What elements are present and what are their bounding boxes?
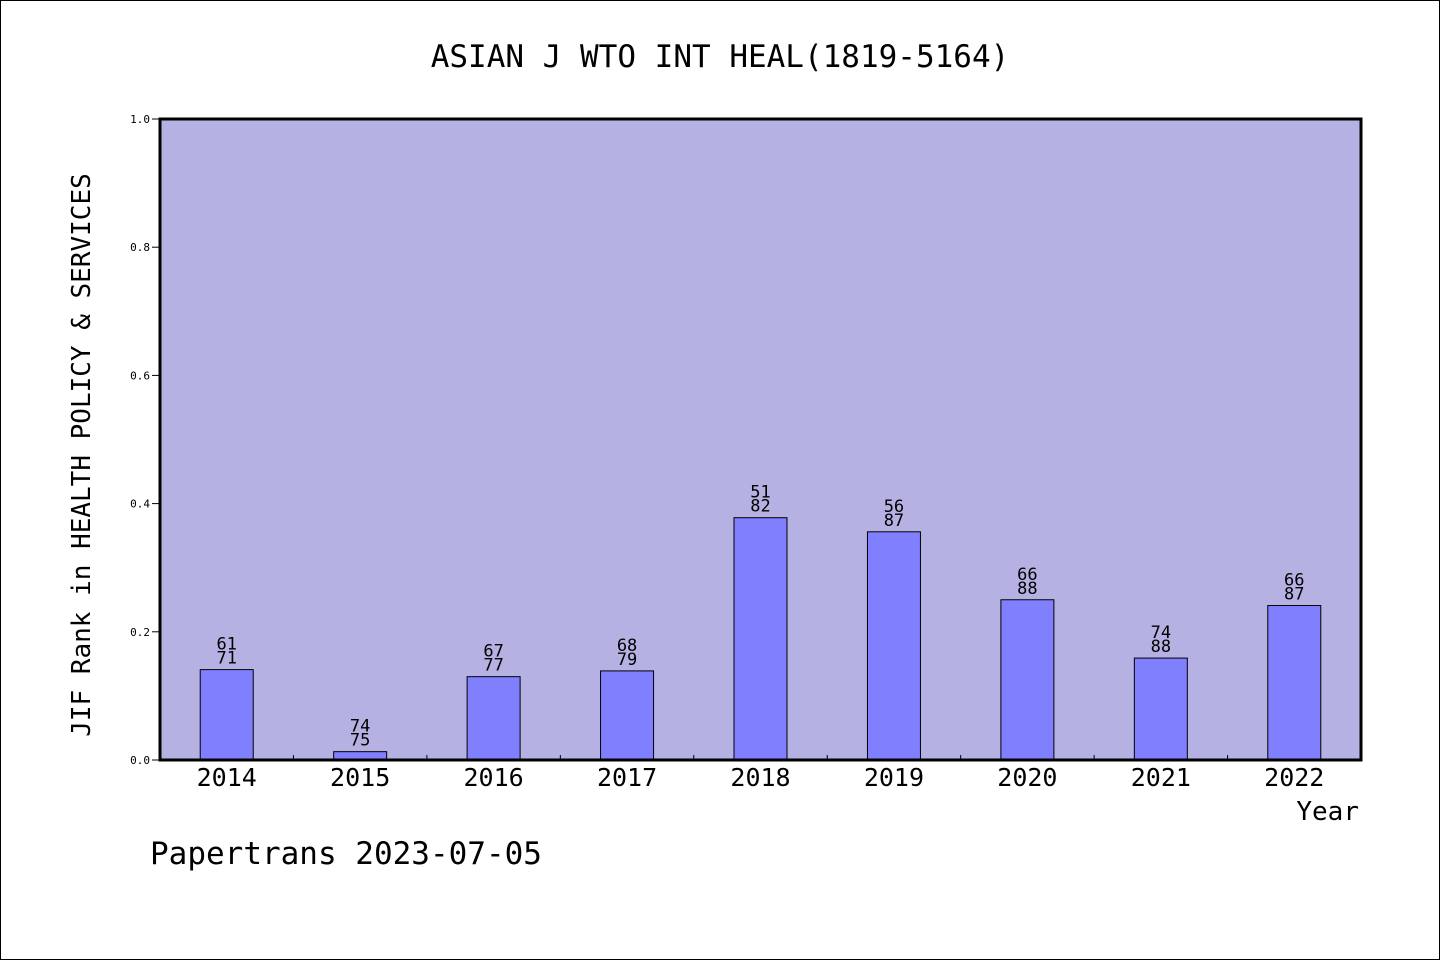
- bar-total-label: 87: [884, 511, 904, 531]
- x-tick-label: 2019: [864, 763, 924, 792]
- bar-2022: [1267, 605, 1322, 761]
- x-tick-label: 2022: [1264, 763, 1324, 792]
- bar-total-label: 71: [216, 649, 236, 669]
- bar-total-label: 75: [350, 731, 370, 751]
- bar-rank-label: 61: [216, 635, 236, 655]
- x-tick-label: 2014: [197, 763, 257, 792]
- bar-2020: [1000, 599, 1055, 761]
- x-tick-label: 2017: [597, 763, 657, 792]
- x-axis: 2014 2015 2016 2017 2018 2019 2020 2021 2022: [197, 755, 1324, 792]
- y-tick-label: 1.0: [130, 113, 150, 126]
- bar-total-label: 82: [750, 497, 770, 517]
- bar-total-label: 88: [1017, 579, 1037, 599]
- plot-border: [158, 117, 1363, 762]
- bar-rank-label: 56: [884, 497, 904, 517]
- x-tick-label: 2015: [330, 763, 390, 792]
- y-tick-label: 0.4: [130, 498, 150, 511]
- bar-rank-label: 74: [350, 717, 370, 737]
- x-tick-label: 2016: [464, 763, 524, 792]
- bar-total-label: 77: [483, 656, 503, 676]
- y-tick-label: 0.8: [130, 241, 150, 254]
- y-axis: 0.0 0.2 0.4 0.6 0.8 1.0: [130, 113, 160, 767]
- bar-2018: [733, 517, 788, 761]
- y-tick-label: 0.6: [130, 369, 150, 382]
- bar-2014: [199, 669, 254, 761]
- y-tick-label: 0.0: [130, 754, 150, 767]
- bars-group: [199, 517, 1322, 761]
- bar-2017: [600, 670, 655, 761]
- y-tick-label: 0.2: [130, 626, 150, 639]
- chart-title: ASIAN J WTO INT HEAL(1819-5164): [431, 39, 1010, 75]
- x-tick-label: 2018: [730, 763, 790, 792]
- bar-2016: [466, 676, 521, 761]
- bar-rank-label: 66: [1284, 571, 1304, 591]
- x-axis-label: Year: [1296, 797, 1359, 827]
- bar-rank-label: 68: [617, 636, 637, 656]
- bar-rank-label: 51: [750, 483, 770, 503]
- bar-total-label: 87: [1284, 585, 1304, 605]
- y-axis-label: JIF Rank in HEALTH POLICY & SERVICES: [67, 173, 97, 737]
- bar-total-label: 79: [617, 650, 637, 670]
- x-tick-label: 2020: [997, 763, 1057, 792]
- footer-credit: Papertrans 2023-07-05: [150, 836, 542, 872]
- bar-2021: [1133, 657, 1188, 761]
- bar-rank-label: 74: [1151, 623, 1171, 643]
- bar-rank-label: 66: [1017, 565, 1037, 585]
- bar-2019: [866, 531, 921, 761]
- bar-rank-label: 67: [483, 642, 503, 662]
- bar-total-label: 88: [1151, 637, 1171, 657]
- x-tick-label: 2021: [1131, 763, 1191, 792]
